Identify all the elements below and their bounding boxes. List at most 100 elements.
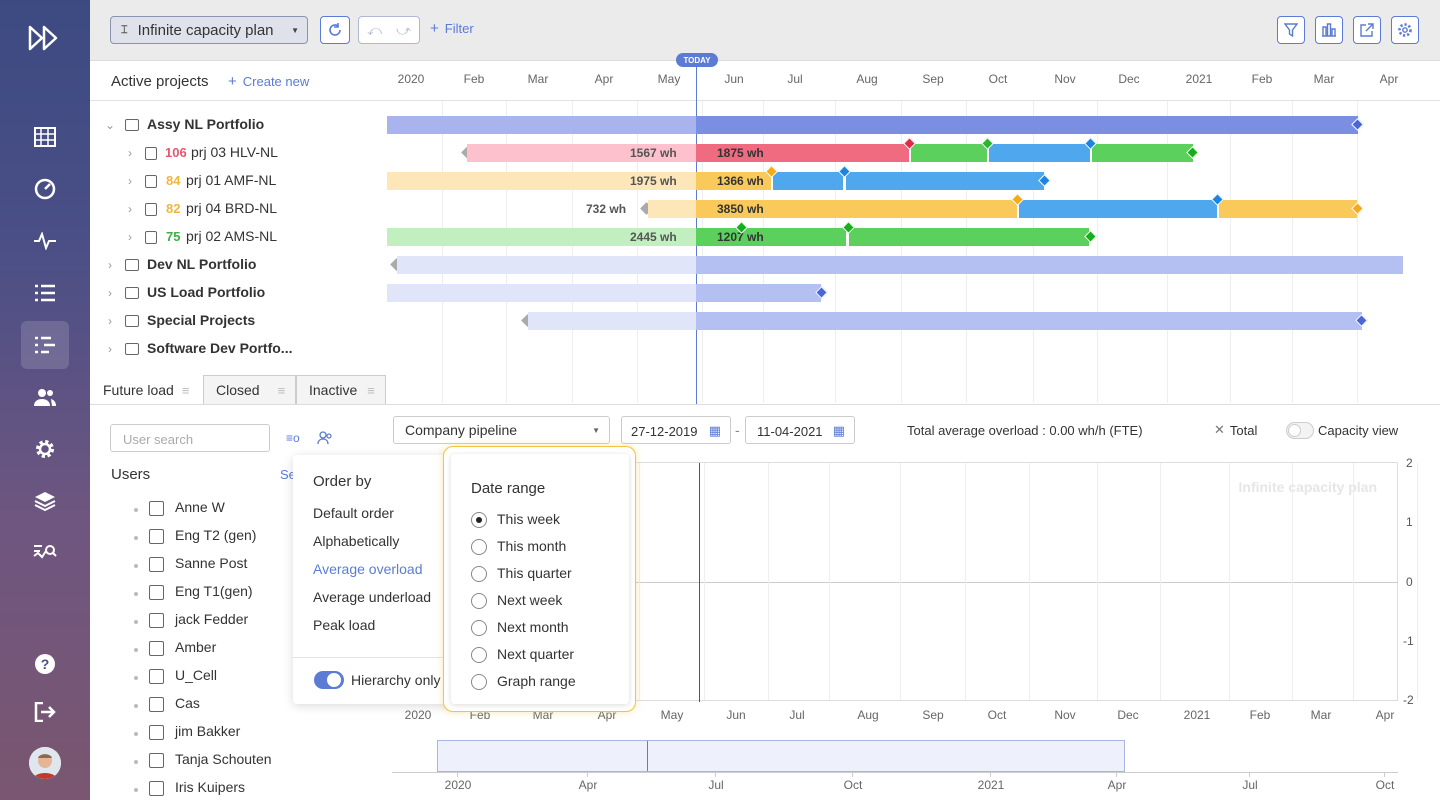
date-range-option[interactable]: Next month <box>497 619 569 635</box>
chevron-right-icon[interactable]: › <box>128 174 132 188</box>
row-label[interactable]: prj 01 AMF-NL <box>186 172 277 188</box>
user-name[interactable]: Amber <box>175 639 217 655</box>
date-range-option[interactable]: This week <box>497 511 561 527</box>
gantt-bar[interactable] <box>397 256 696 274</box>
order-option-selected[interactable]: Average overload <box>313 561 423 577</box>
user-name[interactable]: Eng T1(gen) <box>175 583 253 599</box>
grid-icon[interactable] <box>21 113 69 161</box>
filter-button[interactable]: + Filter <box>430 20 474 37</box>
filter-icon[interactable] <box>1277 16 1305 44</box>
total-toggle[interactable]: ✕ Total <box>1214 422 1257 438</box>
capacity-view-toggle[interactable] <box>1286 422 1314 439</box>
list-icon[interactable] <box>21 269 69 317</box>
chevron-down-icon[interactable]: ⌄ <box>105 118 116 132</box>
gantt-bar[interactable] <box>528 312 696 330</box>
radio-button[interactable] <box>471 539 487 555</box>
row-label[interactable]: US Load Portfolio <box>147 284 266 300</box>
user-checkbox[interactable] <box>149 501 164 516</box>
gear-icon[interactable] <box>21 425 69 473</box>
user-checkbox[interactable] <box>149 641 164 656</box>
gantt-bar[interactable] <box>911 144 987 162</box>
radio-button[interactable] <box>471 512 487 528</box>
order-option[interactable]: Average underload <box>313 589 432 605</box>
chevron-right-icon[interactable]: › <box>108 314 112 328</box>
gantt-bar[interactable] <box>696 172 771 190</box>
logout-icon[interactable] <box>21 688 69 736</box>
date-from-field[interactable]: 27-12-2019 ▦ <box>621 416 731 444</box>
order-option[interactable]: Default order <box>313 505 394 521</box>
layers-icon[interactable] <box>21 477 69 525</box>
gauge-icon[interactable] <box>21 165 69 213</box>
analytics-icon[interactable] <box>21 529 69 577</box>
date-range-option[interactable]: This month <box>497 538 567 554</box>
user-checkbox[interactable] <box>149 529 164 544</box>
redo-icon[interactable]: ⤻ <box>396 21 411 38</box>
tab-inactive[interactable]: Inactive ≡ <box>296 375 386 404</box>
user-name[interactable]: Iris Kuipers <box>175 779 246 795</box>
plan-selector[interactable]: ⌶ Infinite capacity plan ▼ <box>110 16 308 44</box>
user-checkbox[interactable] <box>149 557 164 572</box>
select-link[interactable]: Se <box>280 467 296 482</box>
radio-button[interactable] <box>471 647 487 663</box>
gantt-bar[interactable] <box>696 144 909 162</box>
columns-icon[interactable] <box>1315 16 1343 44</box>
user-checkbox[interactable] <box>149 725 164 740</box>
gantt-bar[interactable] <box>696 312 1362 330</box>
gantt-bar[interactable] <box>846 172 1044 190</box>
gantt-bar[interactable] <box>1019 200 1217 218</box>
pulse-icon[interactable] <box>21 217 69 265</box>
minimap-window[interactable] <box>437 740 1125 772</box>
date-range-option[interactable]: This quarter <box>497 565 572 581</box>
chevron-right-icon[interactable]: › <box>108 342 112 356</box>
row-label[interactable]: Software Dev Portfo... <box>147 340 293 356</box>
row-label[interactable]: Special Projects <box>147 312 256 328</box>
export-icon[interactable] <box>1353 16 1381 44</box>
user-checkbox[interactable] <box>149 585 164 600</box>
user-name[interactable]: jim Bakker <box>175 723 241 739</box>
users-icon[interactable] <box>21 373 69 421</box>
gantt-bar[interactable] <box>696 116 1358 134</box>
chevron-right-icon[interactable]: › <box>108 258 112 272</box>
undo-icon[interactable]: ⤺ <box>367 21 382 38</box>
user-group-icon[interactable] <box>317 431 333 448</box>
user-checkbox[interactable] <box>149 781 164 796</box>
gantt-bar[interactable] <box>387 228 696 246</box>
create-new-button[interactable]: + Create new <box>228 73 309 90</box>
user-checkbox[interactable] <box>149 753 164 768</box>
hierarchy-toggle[interactable] <box>314 671 344 689</box>
user-checkbox[interactable] <box>149 613 164 628</box>
order-option[interactable]: Alphabetically <box>313 533 400 549</box>
menu-icon[interactable]: ≡ <box>277 382 286 398</box>
user-name[interactable]: Anne W <box>175 499 225 515</box>
row-label[interactable]: prj 04 BRD-NL <box>186 200 278 216</box>
user-search-input[interactable]: User search <box>110 424 270 452</box>
gantt-bar[interactable] <box>387 172 696 190</box>
row-label[interactable]: Assy NL Portfolio <box>147 116 265 132</box>
tab-future-load[interactable]: Future load ≡ <box>90 375 203 404</box>
tab-closed[interactable]: Closed ≡ <box>203 375 296 404</box>
row-label[interactable]: prj 03 HLV-NL <box>191 144 278 160</box>
refresh-button[interactable] <box>320 16 350 44</box>
user-name[interactable]: Tanja Schouten <box>175 751 272 767</box>
gantt-bar[interactable] <box>696 200 1017 218</box>
date-range-option[interactable]: Next quarter <box>497 646 575 662</box>
radio-button[interactable] <box>471 620 487 636</box>
radio-button[interactable] <box>471 593 487 609</box>
gantt-bar[interactable] <box>989 144 1090 162</box>
date-to-field[interactable]: 11-04-2021 ▦ <box>745 416 855 444</box>
order-by-icon[interactable]: ≡o <box>286 431 300 445</box>
gantt-bar[interactable] <box>696 256 1403 274</box>
user-checkbox[interactable] <box>149 669 164 684</box>
date-range-option[interactable]: Next week <box>497 592 563 608</box>
help-icon[interactable]: ? <box>21 640 69 688</box>
gantt-bar[interactable] <box>1219 200 1357 218</box>
user-checkbox[interactable] <box>149 697 164 712</box>
chevron-right-icon[interactable]: › <box>128 146 132 160</box>
order-option[interactable]: Peak load <box>313 617 376 633</box>
gantt-icon[interactable] <box>21 321 69 369</box>
user-name[interactable]: Eng T2 (gen) <box>175 527 257 543</box>
gantt-bar[interactable] <box>773 172 843 190</box>
gantt-bar[interactable] <box>467 144 696 162</box>
gantt-bar[interactable] <box>696 228 846 246</box>
gantt-bar[interactable] <box>1092 144 1193 162</box>
